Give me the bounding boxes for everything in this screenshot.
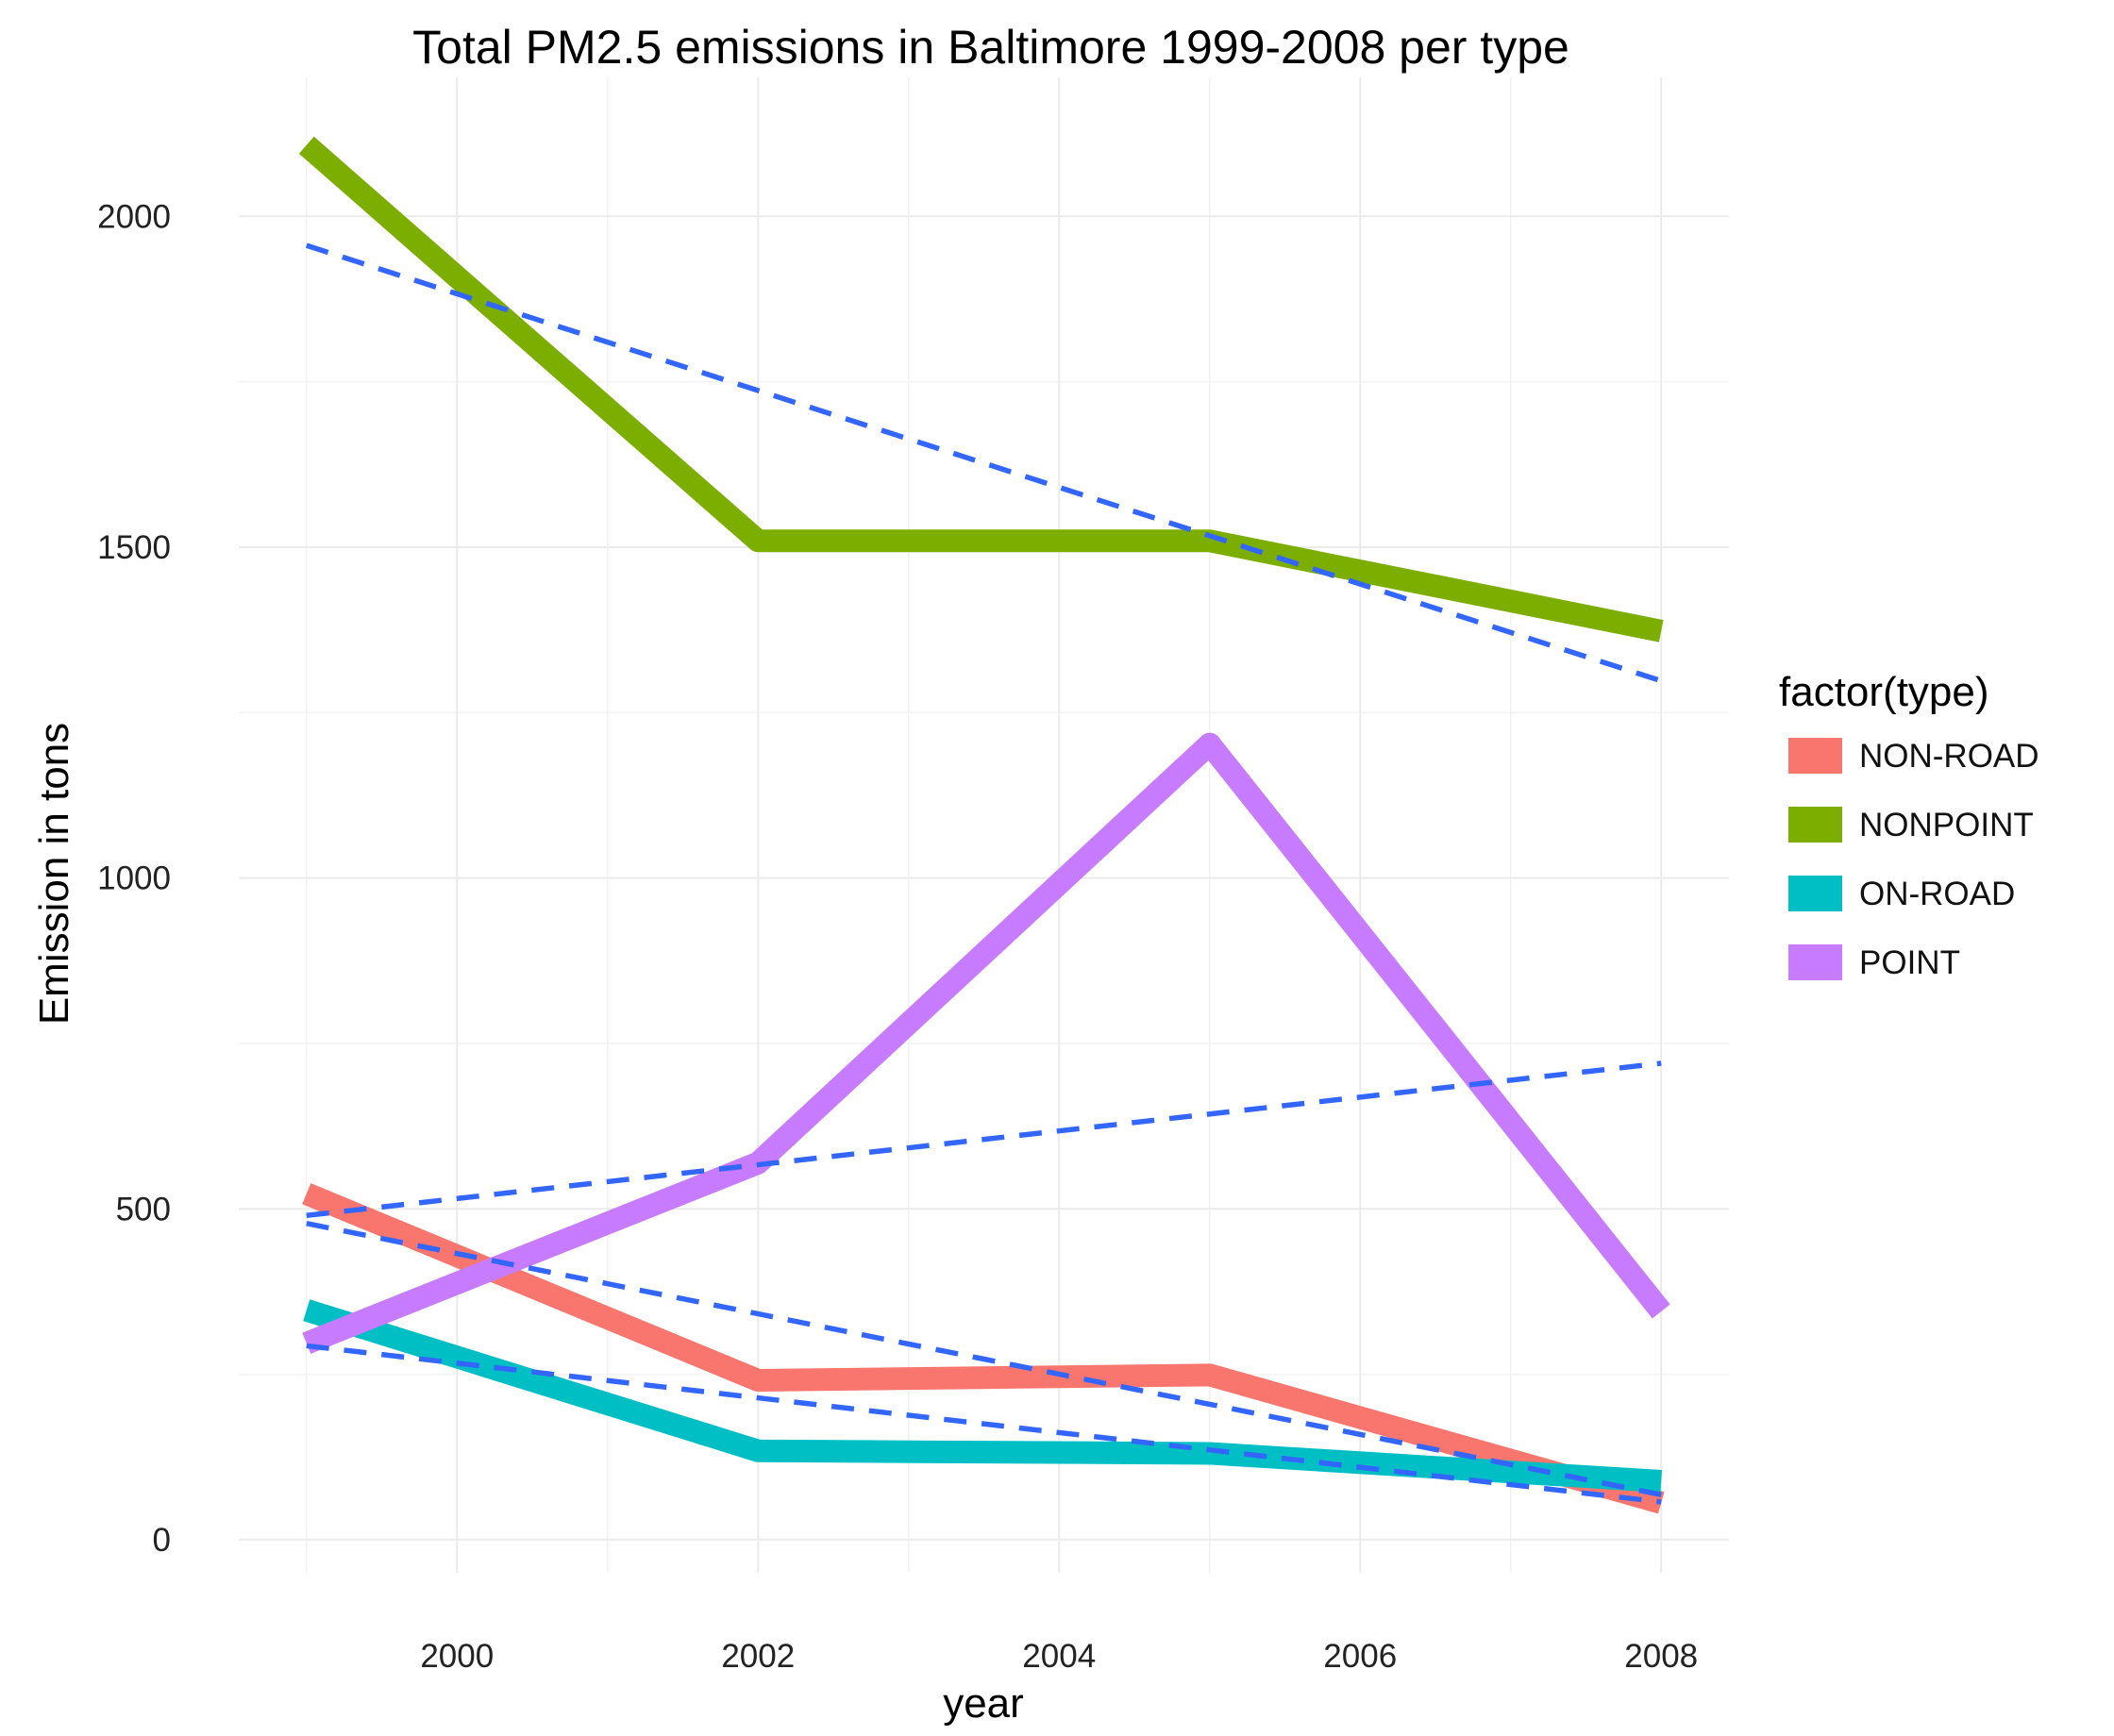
y-tick-label: 1500 <box>97 529 171 566</box>
trend-line-non-road <box>306 1221 1662 1497</box>
legend: factor(type) NON-ROAD NONPOINT ON-ROAD POIN… <box>1779 669 2039 981</box>
legend-swatch-non-road <box>1788 738 1842 774</box>
y-tick-label: 2000 <box>97 198 171 235</box>
chart-title: Total PM2.5 emissions in Baltimore 1999-… <box>412 21 1569 74</box>
legend-item-on-road: ON-ROAD <box>1788 876 2015 912</box>
trend-line-on-road <box>306 1343 1662 1505</box>
legend-swatch-nonpoint <box>1788 807 1842 843</box>
legend-swatch-on-road <box>1788 876 1842 911</box>
x-tick-label: 2006 <box>1323 1638 1397 1675</box>
y-axis-ticks: 0 500 1000 1500 2000 <box>97 198 171 1559</box>
trend-line-nonpoint <box>305 242 1663 684</box>
y-tick-label: 1000 <box>97 860 171 897</box>
series-line-non-road <box>302 1183 1665 1514</box>
trend-lines <box>305 242 1663 1505</box>
legend-label: NON-ROAD <box>1859 738 2039 775</box>
y-tick-label: 500 <box>116 1191 171 1227</box>
trend-line-point <box>306 1060 1662 1219</box>
legend-label: POINT <box>1859 944 1960 981</box>
legend-label: ON-ROAD <box>1859 876 2015 912</box>
legend-item-point: POINT <box>1788 944 1960 981</box>
x-axis-title: year <box>943 1680 1024 1727</box>
legend-item-non-road: NON-ROAD <box>1788 738 2039 775</box>
y-axis-title: Emission in tons <box>31 723 77 1025</box>
legend-item-nonpoint: NONPOINT <box>1788 807 2034 843</box>
series-line-on-road <box>303 1299 1662 1493</box>
x-tick-label: 2004 <box>1022 1638 1096 1675</box>
legend-title: factor(type) <box>1779 669 1989 715</box>
series-line-nonpoint <box>298 136 1664 643</box>
y-tick-label: 0 <box>153 1522 171 1559</box>
x-tick-label: 2008 <box>1624 1638 1698 1675</box>
legend-swatch-point <box>1788 944 1842 980</box>
legend-label: NONPOINT <box>1859 807 2034 843</box>
series-lines <box>298 136 1670 1514</box>
x-tick-label: 2000 <box>420 1638 494 1675</box>
legend-items: NON-ROAD NONPOINT ON-ROAD POINT <box>1788 738 2039 981</box>
x-axis-ticks: 2000 2002 2004 2006 2008 <box>420 1638 1698 1675</box>
x-tick-label: 2002 <box>721 1638 795 1675</box>
series-line-point <box>302 732 1670 1354</box>
grid-minor <box>239 77 1729 1573</box>
